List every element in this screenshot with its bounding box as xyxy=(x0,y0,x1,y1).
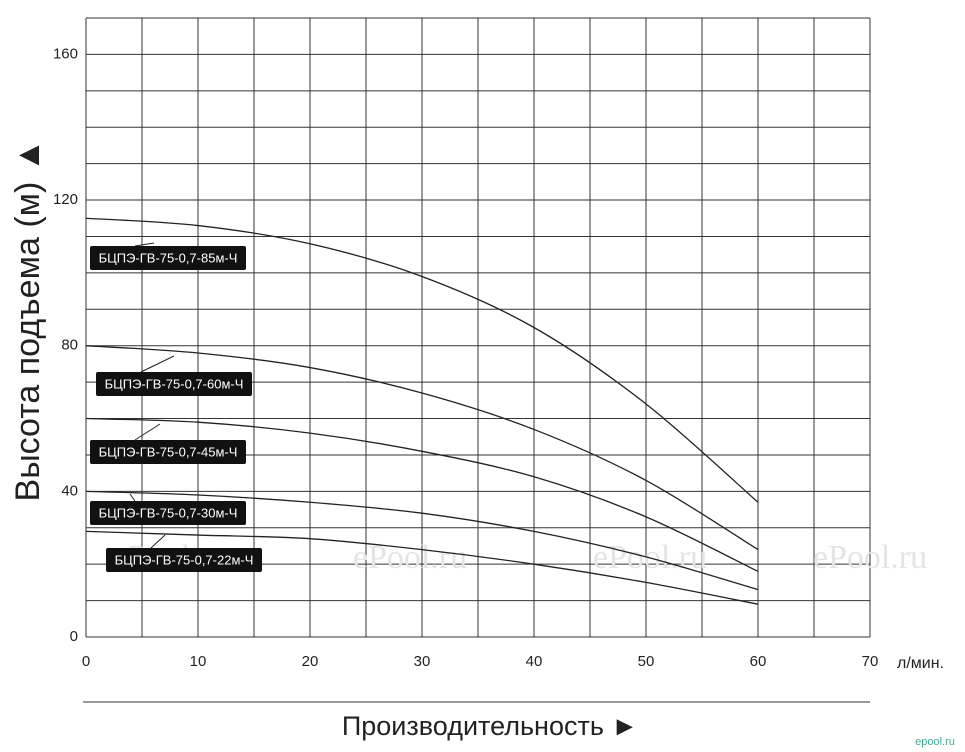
x-tick-label: 20 xyxy=(302,653,319,670)
series-label: БЦПЭ-ГВ-75-0,7-30м-Ч xyxy=(99,505,238,520)
series-label: БЦПЭ-ГВ-75-0,7-45м-Ч xyxy=(99,444,238,459)
y-tick-label: 160 xyxy=(53,45,78,62)
x-tick-label: 30 xyxy=(414,653,431,670)
y-tick-label: 0 xyxy=(70,628,78,645)
leader-line xyxy=(150,534,166,549)
x-tick-label: 0 xyxy=(82,653,90,670)
leader-line xyxy=(134,242,155,247)
curve xyxy=(85,417,759,573)
y-axis-title: Высота подъема (м) ▲ xyxy=(9,139,47,502)
x-axis-unit: л/мин. xyxy=(897,655,944,672)
label-box xyxy=(90,246,246,270)
curve xyxy=(85,530,759,605)
curve xyxy=(85,490,759,591)
label-box xyxy=(106,548,262,572)
curve xyxy=(85,217,759,503)
corner-mark: epool.ru xyxy=(915,736,955,748)
label-box xyxy=(96,372,252,396)
leader-line xyxy=(140,355,175,373)
x-tick-label: 10 xyxy=(190,653,207,670)
y-tick-label: 80 xyxy=(61,337,78,354)
series-label: БЦПЭ-ГВ-75-0,7-60м-Ч xyxy=(105,376,244,391)
label-box xyxy=(90,501,246,525)
curve xyxy=(85,345,759,551)
watermark: ePool.ru xyxy=(353,539,467,576)
series-label: БЦПЭ-ГВ-75-0,7-85м-Ч xyxy=(99,250,238,265)
leader-line xyxy=(134,423,161,441)
series-label: БЦПЭ-ГВ-75-0,7-22м-Ч xyxy=(115,552,254,567)
leader-line xyxy=(129,493,136,502)
y-tick-label: 120 xyxy=(53,191,78,208)
x-tick-label: 60 xyxy=(750,653,767,670)
x-tick-label: 70 xyxy=(862,653,879,670)
x-tick-label: 40 xyxy=(526,653,543,670)
label-box xyxy=(90,440,246,464)
x-axis-title: Производительность ► xyxy=(342,711,638,741)
y-tick-label: 40 xyxy=(61,482,78,499)
x-tick-label: 50 xyxy=(638,653,655,670)
watermark: ePool.ru xyxy=(813,539,927,576)
